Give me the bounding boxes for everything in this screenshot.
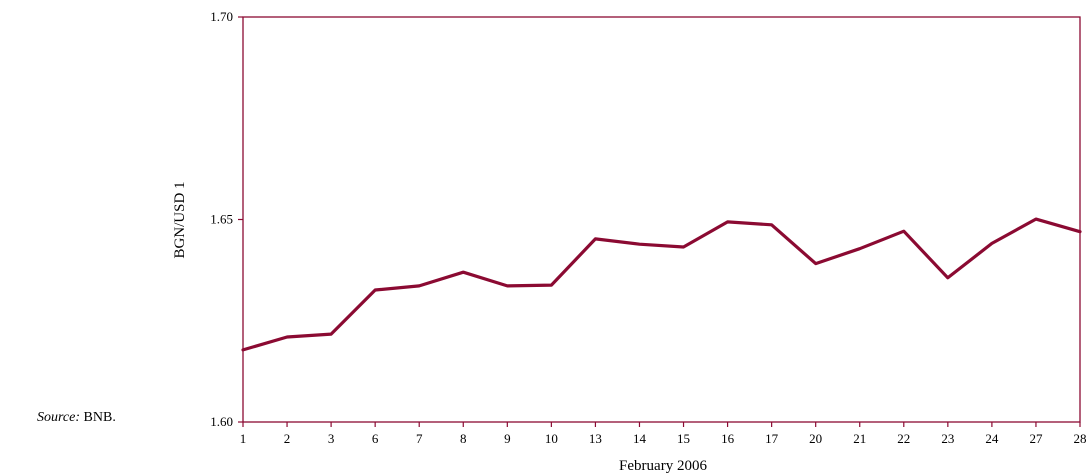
x-tick-label: 22 bbox=[897, 431, 910, 446]
x-tick-label: 2 bbox=[284, 431, 291, 446]
source-value: BNB. bbox=[83, 410, 116, 425]
x-tick-label: 7 bbox=[416, 431, 423, 446]
x-tick-label: 17 bbox=[765, 431, 779, 446]
y-tick-label: 1.70 bbox=[210, 9, 233, 24]
series-line bbox=[241, 217, 1082, 352]
y-tick-label: 1.60 bbox=[210, 414, 233, 429]
y-axis-title: BGN/USD 1 bbox=[172, 181, 188, 258]
x-tick-label: 8 bbox=[460, 431, 467, 446]
x-tick-label: 3 bbox=[328, 431, 335, 446]
x-tick-label: 9 bbox=[504, 431, 511, 446]
plot-frame bbox=[242, 16, 1081, 423]
x-tick-label: 20 bbox=[809, 431, 822, 446]
source-note: Source: BNB. bbox=[37, 410, 116, 426]
x-tick-label: 21 bbox=[853, 431, 866, 446]
source-label: Source: bbox=[37, 410, 81, 425]
x-tick-label: 6 bbox=[372, 431, 379, 446]
x-tick-label: 15 bbox=[677, 431, 690, 446]
x-tick-label: 13 bbox=[589, 431, 602, 446]
x-tick-label: 16 bbox=[721, 431, 735, 446]
x-tick-label: 28 bbox=[1074, 431, 1087, 446]
x-tick-label: 23 bbox=[941, 431, 954, 446]
x-axis-title: February 2006 bbox=[619, 458, 707, 474]
x-tick-label: 1 bbox=[240, 431, 247, 446]
x-tick-label: 24 bbox=[985, 431, 999, 446]
x-tick-label: 10 bbox=[545, 431, 558, 446]
x-tick-label: 14 bbox=[633, 431, 647, 446]
x-tick-label: 27 bbox=[1029, 431, 1043, 446]
y-tick-label: 1.65 bbox=[210, 212, 233, 227]
